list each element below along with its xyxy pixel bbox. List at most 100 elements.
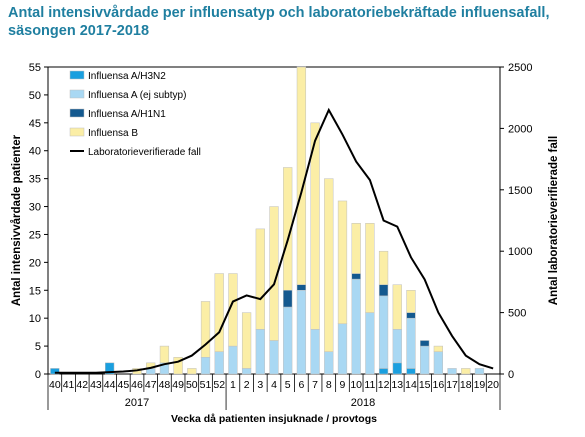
right-axis-title: Antal laboratorieverifierade fall <box>548 136 560 305</box>
bar-segment <box>255 329 265 375</box>
x-tick-label: 7 <box>312 379 318 391</box>
bar-segment <box>159 345 170 364</box>
left-tick-label: 35 <box>29 174 41 186</box>
left-tick-label: 10 <box>29 313 41 325</box>
x-tick-label: 41 <box>63 379 75 391</box>
x-tick-label: 10 <box>350 379 362 391</box>
x-tick-label: 49 <box>172 379 184 391</box>
bar-segment <box>187 368 197 375</box>
lab-line-layer <box>54 107 494 374</box>
left-tick-label: 50 <box>29 90 41 102</box>
x-tick-label: 14 <box>405 379 417 391</box>
bar-segment <box>378 284 389 297</box>
bars <box>50 66 485 375</box>
x-tick-label: 15 <box>419 379 431 391</box>
left-tick-label: 40 <box>29 146 41 158</box>
x-tick-label: 16 <box>433 379 445 391</box>
right-tick-label: 2000 <box>508 123 532 135</box>
x-tick-label: 20 <box>487 379 499 391</box>
x-tick-label: 19 <box>474 379 486 391</box>
bar-segment <box>406 368 416 375</box>
bar-segment <box>214 351 224 375</box>
bar-segment <box>105 362 115 375</box>
bar-segment <box>378 368 389 375</box>
right-tick-label: 500 <box>508 308 526 320</box>
year-label: 2017 <box>125 397 149 409</box>
bar-segment <box>283 167 293 291</box>
bar-segment <box>269 340 279 375</box>
left-tick-label: 0 <box>35 369 41 381</box>
bar-segment <box>351 223 361 274</box>
x-tick-label: 18 <box>460 379 472 391</box>
bar-segment <box>433 351 444 375</box>
x-tick-label: 40 <box>49 379 61 391</box>
bar-segment <box>378 295 389 369</box>
bar-segment <box>433 345 444 352</box>
x-tick-label: 11 <box>364 379 375 391</box>
legend-swatch <box>69 127 85 137</box>
legend-label: Influensa A/H1N1 <box>88 109 166 120</box>
right-tick-label: 2500 <box>508 62 532 74</box>
bar-segment <box>461 368 471 375</box>
left-tick-label: 45 <box>29 118 41 130</box>
left-tick-label: 15 <box>29 285 41 297</box>
x-tick-label: 5 <box>285 379 291 391</box>
bar-segment <box>296 66 307 285</box>
axes: 0510152025303540455055050010001500200025… <box>11 62 560 425</box>
x-tick-label: 52 <box>213 379 225 391</box>
bar-segment <box>310 329 320 375</box>
legend: Influensa A/H3N2 Influensa A (ej subtyp) I… <box>69 70 201 158</box>
x-tick-label: 3 <box>257 379 263 391</box>
bar-segment <box>365 312 375 375</box>
bar-segment <box>406 290 416 313</box>
x-tick-label: 8 <box>326 379 332 391</box>
bar-segment <box>392 362 402 375</box>
bar-segment <box>324 178 334 352</box>
left-axis-title: Antal intensivvårdade patienter <box>11 134 23 306</box>
chart-title: Antal intensivvårdade per influensatyp o… <box>8 4 578 40</box>
left-tick-label: 30 <box>29 202 41 214</box>
bar-segment <box>337 323 348 375</box>
bar-segment <box>296 290 307 375</box>
bar-segment <box>420 345 430 375</box>
bar-segment <box>200 301 211 358</box>
x-tick-label: 1 <box>230 379 236 391</box>
x-tick-label: 17 <box>446 379 458 391</box>
x-tick-label: 47 <box>145 379 157 391</box>
bar-segment <box>447 368 457 375</box>
bar-segment <box>406 312 416 319</box>
bar-segment <box>283 290 293 308</box>
bar-segment <box>50 368 60 375</box>
chart-title-line-2: säsongen 2017-2018 <box>8 23 150 39</box>
bar-segment <box>200 357 211 375</box>
x-tick-label: 43 <box>90 379 102 391</box>
bar-segment <box>214 273 224 352</box>
bar-segment <box>337 200 348 325</box>
x-tick-label: 42 <box>76 379 88 391</box>
bar-segment <box>406 317 416 369</box>
bar-segment <box>324 351 334 375</box>
bar-segment <box>228 345 238 375</box>
x-axis-title: Vecka då patienten insjuknade / provtogs <box>171 413 377 425</box>
right-tick-label: 1500 <box>508 185 532 197</box>
x-tick-label: 50 <box>186 379 198 391</box>
bar-segment <box>474 368 485 375</box>
left-tick-label: 20 <box>29 257 41 269</box>
x-tick-label: 12 <box>378 379 390 391</box>
legend-label: Influensa B <box>88 128 138 139</box>
left-tick-label: 5 <box>35 341 41 353</box>
left-tick-label: 25 <box>29 229 41 241</box>
bar-segment <box>351 278 361 375</box>
legend-swatch <box>69 108 85 118</box>
bar-segment <box>351 273 361 280</box>
right-tick-label: 0 <box>508 369 514 381</box>
chart-title-line-1: Antal intensivvårdade per influensatyp o… <box>8 5 550 21</box>
left-tick-label: 55 <box>29 62 41 74</box>
legend-label: Influensa A/H3N2 <box>88 71 166 82</box>
legend-label: Influensa A (ej subtyp) <box>88 90 186 101</box>
bar-segment <box>296 284 307 291</box>
x-tick-label: 2 <box>244 379 250 391</box>
bar-segment <box>392 329 402 364</box>
x-tick-label: 9 <box>340 379 346 391</box>
